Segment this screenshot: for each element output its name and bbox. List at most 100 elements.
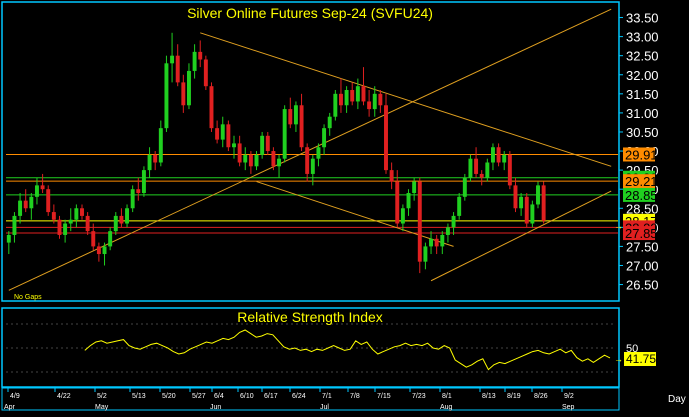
price-tick-label: 30.50	[626, 125, 659, 140]
candle-body	[40, 185, 45, 190]
no-gaps-label: No Gaps	[14, 294, 42, 301]
candle-body	[203, 59, 208, 87]
candle-body	[378, 93, 383, 106]
candle-body	[34, 185, 39, 197]
date-tick-label: 8/26	[534, 393, 548, 400]
candle-body	[485, 162, 490, 178]
rsi-title: Relative Strength Index	[237, 309, 383, 325]
price-tick-label: 31.00	[626, 106, 659, 121]
candle-body	[434, 238, 439, 247]
date-tick-label: 5/27	[192, 393, 206, 400]
candle-body	[23, 200, 28, 209]
trendline	[430, 190, 612, 282]
candle-body	[350, 90, 355, 102]
date-tick-label: 7/1	[322, 393, 332, 400]
candle-body	[457, 196, 462, 216]
month-label: Aug	[440, 404, 453, 411]
candle-body	[299, 105, 304, 148]
candle-body	[277, 158, 282, 167]
candle-body	[85, 215, 90, 232]
price-tick-label: 26.50	[626, 278, 659, 293]
date-tick-label: 4/22	[57, 393, 71, 400]
candle-body	[158, 128, 163, 163]
date-tick-label: 5/20	[162, 393, 176, 400]
date-tick-label: 6/24	[292, 393, 306, 400]
candle-body	[451, 215, 456, 228]
month-label: Jun	[210, 404, 221, 411]
candle-body	[215, 128, 220, 140]
candle-body	[524, 196, 529, 224]
candle-body	[57, 219, 62, 235]
price-tick-label: 32.00	[626, 68, 659, 83]
candle-body	[18, 200, 23, 216]
candle-body	[496, 147, 501, 163]
candle-body	[293, 105, 298, 125]
candle-body	[468, 158, 473, 178]
candle-body	[125, 208, 130, 224]
candle-body	[530, 204, 535, 224]
price-level-value: 29.21	[625, 174, 658, 189]
candle-body	[429, 238, 434, 247]
date-tick-label: 7/23	[412, 393, 426, 400]
date-tick-label: 6/4	[214, 393, 224, 400]
period-label: Day	[668, 394, 686, 405]
candle-body	[243, 154, 248, 163]
candle-body	[322, 128, 327, 148]
candle-body	[445, 227, 450, 235]
candle-body	[479, 173, 484, 178]
rsi-arrow-icon: →	[614, 354, 623, 364]
candle-body	[232, 143, 236, 148]
candle-body	[29, 196, 34, 209]
last-price-arrow-icon: →	[614, 221, 623, 231]
candle-body	[536, 185, 540, 205]
candle-body	[68, 219, 73, 224]
candle-body	[80, 208, 84, 216]
candle-body	[412, 181, 417, 194]
x-axis-frame	[1, 387, 620, 411]
candle-body	[164, 63, 169, 129]
candle-body	[389, 170, 394, 182]
candle-body	[288, 109, 293, 125]
candle-body	[186, 70, 191, 106]
candle-body	[338, 93, 343, 106]
date-tick-label: 7/8	[350, 393, 360, 400]
candle-body	[63, 223, 68, 235]
candle-body	[6, 234, 11, 243]
date-tick-label: 8/13	[482, 393, 496, 400]
candle-body	[395, 181, 400, 224]
candle-body	[265, 135, 270, 152]
candle-body	[355, 86, 360, 102]
candle-body	[474, 158, 479, 174]
candle-body	[74, 208, 79, 220]
month-label: May	[95, 404, 109, 411]
candle-body	[417, 181, 422, 262]
candle-body	[91, 231, 96, 247]
candle-body	[423, 246, 428, 262]
candle-body	[248, 154, 253, 167]
candle-body	[102, 246, 107, 255]
candle-body	[46, 189, 51, 213]
candle-body	[108, 231, 113, 247]
price-tick-label: 27.50	[626, 239, 659, 254]
rsi-line	[84, 329, 611, 371]
trendline	[200, 32, 612, 167]
candle-body	[51, 212, 56, 220]
price-level-value: 29.91	[625, 147, 658, 162]
date-tick-label: 8/1	[442, 393, 452, 400]
candle-body	[271, 151, 276, 167]
date-tick-label: 8/19	[507, 393, 521, 400]
date-tick-label: 5/13	[132, 393, 146, 400]
candle-body	[198, 51, 203, 60]
candle-body	[136, 189, 141, 194]
candle-body	[344, 90, 349, 106]
candle-body	[192, 51, 197, 71]
month-label: Apr	[4, 404, 16, 411]
rsi-value-badge	[624, 352, 656, 366]
candle-body	[490, 147, 495, 163]
candle-body	[406, 193, 411, 209]
price-level-badge	[623, 187, 655, 202]
price-tick-label: 31.50	[626, 87, 659, 102]
